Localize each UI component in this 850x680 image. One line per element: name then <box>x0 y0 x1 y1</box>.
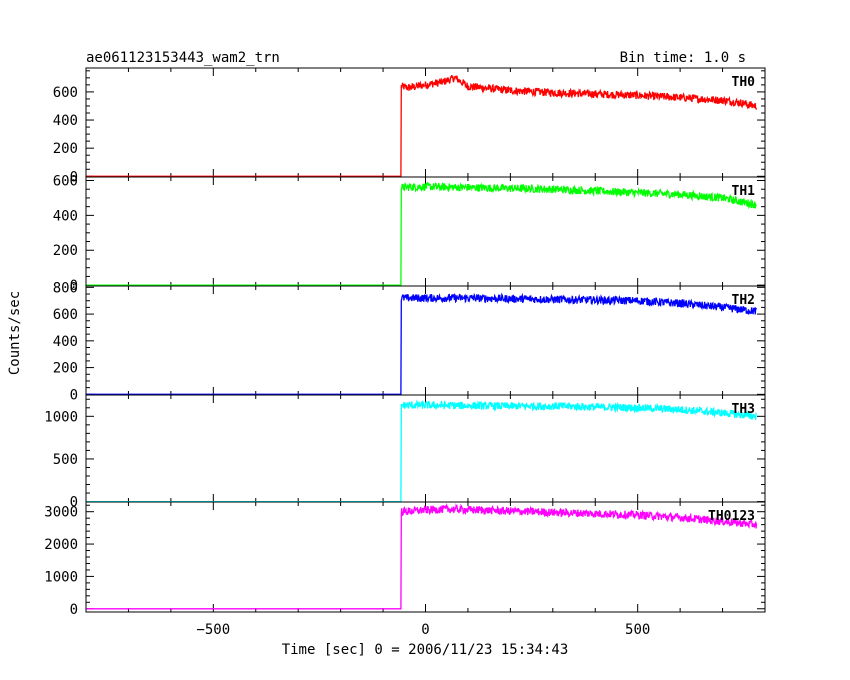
y-tick-label: 600 <box>53 173 78 189</box>
y-tick-label: 400 <box>53 208 78 224</box>
panel-th0123: 0 1000 2000 3000 TH0123 <box>44 501 766 618</box>
panel-label-th0: TH0 <box>732 75 756 90</box>
chart-title: ae061123153443_wam2_trn <box>86 50 280 66</box>
y-tick-label: 600 <box>53 85 78 101</box>
y-tick-label: 0 <box>70 602 78 618</box>
panels: 0 200 400 600 TH0 0 200 400 600 TH1 0 200 400 600 800 T… <box>44 67 766 638</box>
y-axis-label: Counts/sec <box>7 291 23 375</box>
y-tick-label: 2000 <box>44 537 78 553</box>
y-tick-label: 400 <box>53 113 78 129</box>
x-tick-label: −500 <box>196 622 230 638</box>
y-tick-label: 1000 <box>44 409 78 425</box>
x-axis-label: Time [sec] 0 = 2006/11/23 15:34:43 <box>282 642 569 658</box>
bin-time-label: Bin time: 1.0 s <box>620 50 746 66</box>
y-tick-label: 800 <box>53 280 78 296</box>
panel-label-th0123: TH0123 <box>708 509 755 524</box>
panel-label-th2: TH2 <box>732 293 755 308</box>
panel-th0: 0 200 400 600 TH0 <box>53 67 766 185</box>
series-line-th0123 <box>86 502 758 610</box>
y-tick-label: 600 <box>53 307 78 323</box>
y-tick-label: 200 <box>53 141 78 157</box>
y-tick-label: 1000 <box>44 569 78 585</box>
y-tick-label: 200 <box>53 243 78 259</box>
y-tick-label: 400 <box>53 334 78 350</box>
y-tick-label: 200 <box>53 361 78 377</box>
x-tick-label: 500 <box>625 622 650 638</box>
series-line-th0 <box>86 74 758 177</box>
y-tick-label: 3000 <box>44 505 78 521</box>
panel-label-th3: TH3 <box>732 402 755 417</box>
y-tick-label: 0 <box>70 278 78 294</box>
y-tick-label: 0 <box>70 387 78 403</box>
panel-th1: 0 200 400 600 TH1 <box>53 173 766 294</box>
series-line-th3 <box>86 399 758 503</box>
y-tick-label: 0 <box>70 169 78 185</box>
panel-th3: 0 500 1000 TH3 <box>44 394 766 511</box>
panel-th2: 0 200 400 600 800 TH2 <box>53 280 766 403</box>
y-tick-label: 500 <box>53 452 78 468</box>
y-tick-label: 0 <box>70 495 78 511</box>
series-line-th2 <box>86 292 758 395</box>
panel-label-th1: TH1 <box>732 184 756 199</box>
x-tick-label: 0 <box>421 622 429 638</box>
panel-frame <box>85 501 766 613</box>
series-line-th1 <box>86 181 757 286</box>
